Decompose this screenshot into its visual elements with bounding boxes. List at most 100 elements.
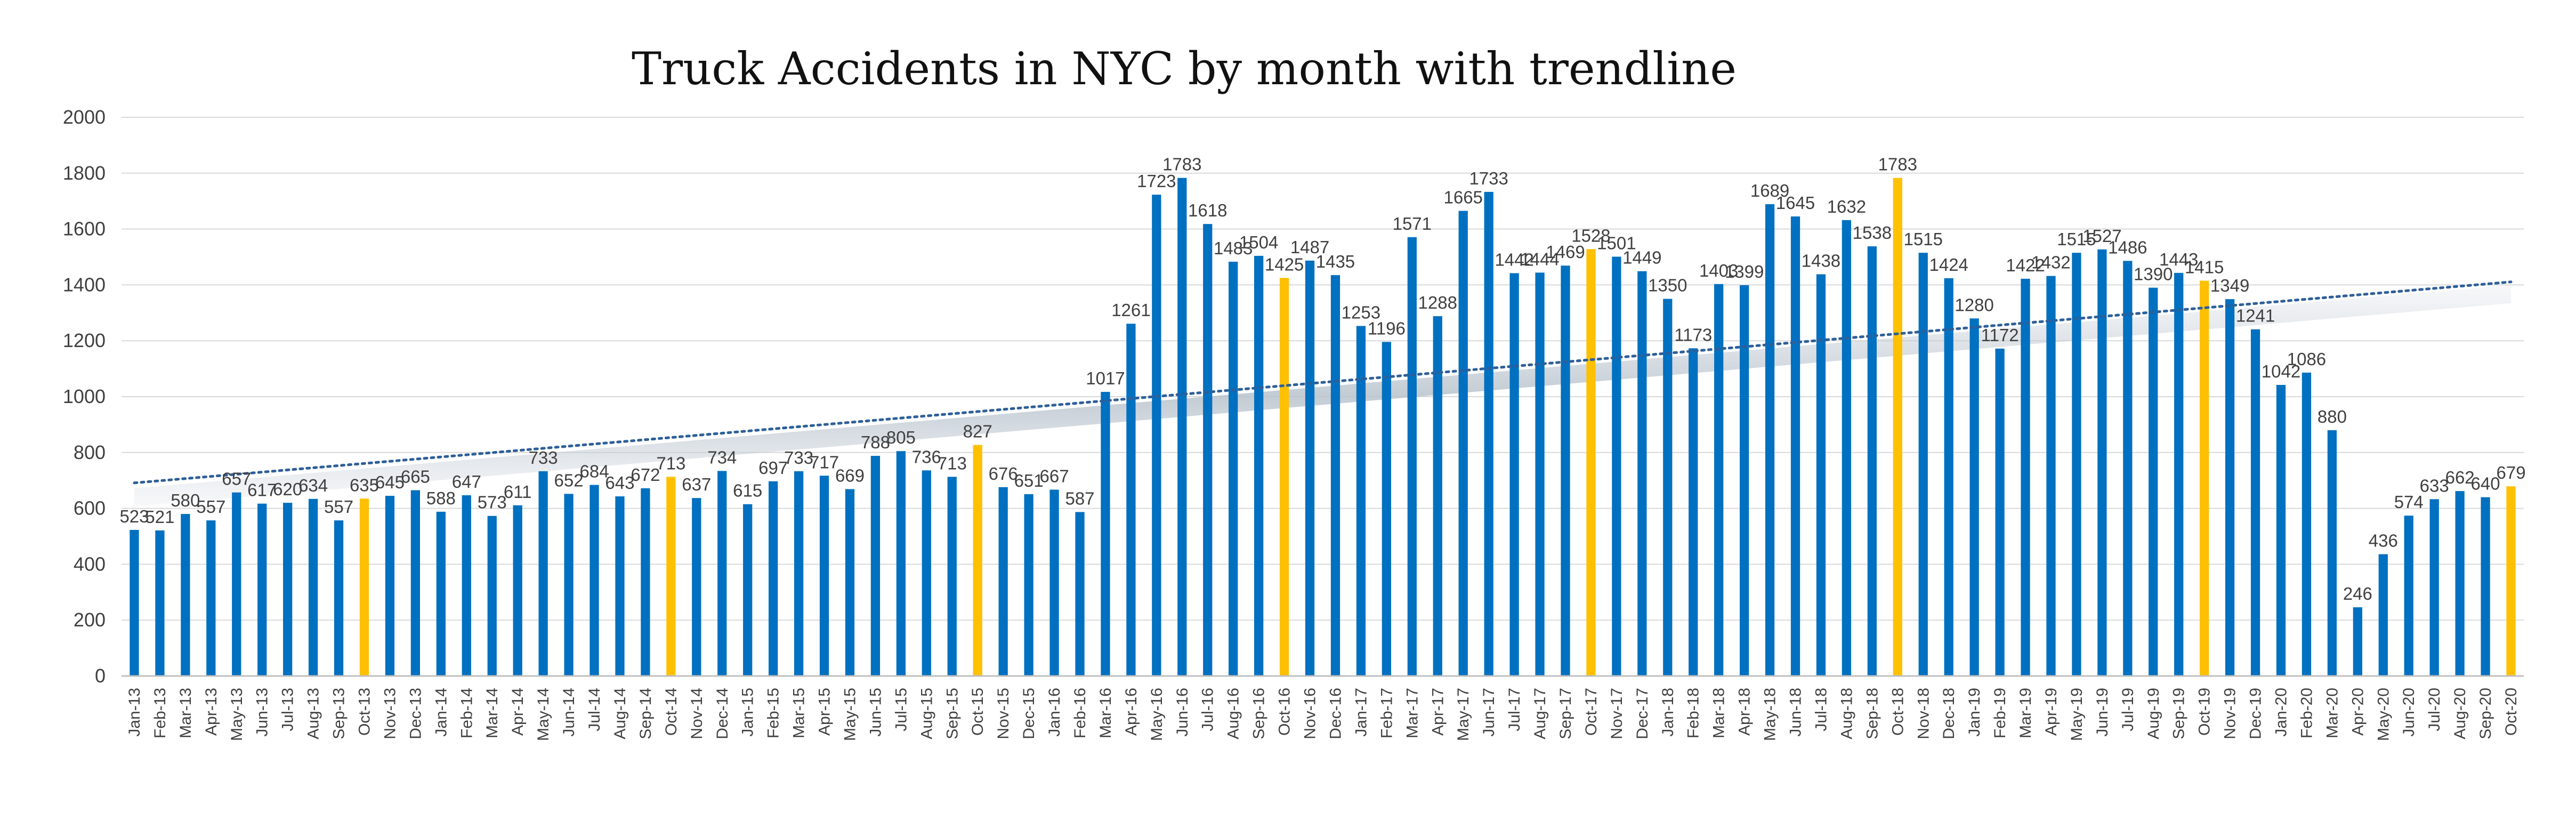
y-tick-label: 0 bbox=[95, 665, 106, 687]
bar bbox=[1893, 178, 1902, 676]
data-label: 1241 bbox=[2236, 306, 2275, 326]
y-tick-label: 1200 bbox=[63, 329, 106, 351]
y-tick-label: 1000 bbox=[63, 385, 106, 407]
bar bbox=[1305, 260, 1315, 676]
data-label: 1449 bbox=[1622, 248, 1661, 268]
x-tick-label: Jul-18 bbox=[1812, 688, 1830, 731]
x-tick-label: Feb-18 bbox=[1685, 688, 1702, 738]
data-label: 643 bbox=[605, 473, 634, 493]
x-tick-label: Apr-15 bbox=[816, 688, 834, 736]
bar bbox=[1739, 285, 1749, 676]
x-tick-label: Aug-13 bbox=[305, 688, 322, 739]
x-tick-label: Jul-15 bbox=[892, 688, 910, 731]
bar bbox=[743, 504, 753, 676]
data-label: 1017 bbox=[1086, 368, 1125, 388]
x-tick-label: Nov-17 bbox=[1608, 688, 1626, 739]
data-label: 587 bbox=[1065, 488, 1094, 508]
x-tick-label: Jul-19 bbox=[2119, 688, 2137, 731]
x-tick-label: Oct-19 bbox=[2196, 688, 2214, 736]
bar bbox=[462, 495, 471, 676]
bar bbox=[717, 471, 727, 676]
bar bbox=[1126, 324, 1136, 676]
bar bbox=[2302, 372, 2312, 676]
bar bbox=[257, 503, 267, 676]
x-tick-label: Aug-20 bbox=[2451, 688, 2469, 739]
bar bbox=[998, 487, 1008, 676]
x-tick-label: May-13 bbox=[228, 688, 246, 741]
x-tick-label: Mar-19 bbox=[2017, 688, 2034, 738]
bar bbox=[1561, 265, 1570, 676]
bar bbox=[2378, 554, 2388, 676]
x-tick-label: Aug-14 bbox=[611, 688, 629, 739]
data-label: 1261 bbox=[1111, 300, 1150, 320]
bar bbox=[334, 520, 344, 676]
bar bbox=[1203, 224, 1213, 677]
x-tick-label: Mar-18 bbox=[1710, 688, 1728, 738]
data-label: 615 bbox=[733, 481, 762, 501]
bar bbox=[2455, 491, 2465, 676]
y-tick-label: 200 bbox=[74, 609, 106, 631]
x-tick-label: Sep-15 bbox=[943, 688, 961, 739]
data-label: 573 bbox=[478, 493, 507, 512]
bar bbox=[896, 451, 906, 676]
data-label: 1415 bbox=[2185, 257, 2224, 277]
x-tick-label: Jul-17 bbox=[1506, 688, 1523, 731]
data-label: 1399 bbox=[1725, 262, 1764, 281]
x-tick-label: Mar-13 bbox=[177, 688, 195, 738]
bar bbox=[2021, 278, 2030, 676]
data-label: 611 bbox=[504, 482, 532, 502]
data-label: 580 bbox=[171, 490, 200, 510]
data-label: 1783 bbox=[1162, 155, 1201, 174]
x-tick-label: Dec-17 bbox=[1634, 688, 1651, 739]
x-tick-label: Jun-15 bbox=[867, 688, 884, 737]
data-label: 1444 bbox=[1520, 249, 1559, 269]
bar bbox=[1969, 318, 1979, 676]
bar bbox=[2276, 384, 2286, 676]
x-tick-label: Mar-20 bbox=[2323, 688, 2341, 738]
data-label: 1443 bbox=[2159, 249, 2198, 269]
bar bbox=[1049, 489, 1059, 676]
bar bbox=[1433, 316, 1442, 676]
x-tick-label: May-19 bbox=[2068, 688, 2086, 741]
x-tick-label: Nov-19 bbox=[2222, 688, 2239, 739]
data-label: 1280 bbox=[1955, 295, 1993, 315]
data-label: 633 bbox=[2420, 476, 2449, 495]
bar bbox=[666, 477, 676, 676]
x-tick-label: Sep-13 bbox=[330, 688, 348, 739]
data-label: 635 bbox=[350, 475, 379, 495]
data-label: 1515 bbox=[1904, 229, 1943, 249]
bar bbox=[794, 471, 804, 676]
bar bbox=[769, 481, 778, 676]
data-label: 1172 bbox=[1981, 325, 2019, 345]
x-tick-label: Aug-18 bbox=[1838, 688, 1855, 739]
data-label: 713 bbox=[656, 453, 685, 473]
data-label: 436 bbox=[2369, 531, 2398, 551]
bar bbox=[1765, 204, 1775, 676]
x-tick-label: Feb-20 bbox=[2298, 688, 2315, 738]
x-tick-label: Oct-16 bbox=[1276, 688, 1294, 736]
data-label: 657 bbox=[222, 469, 251, 489]
y-tick-label: 1400 bbox=[63, 273, 106, 295]
bar bbox=[1867, 246, 1877, 676]
data-label: 1422 bbox=[2006, 255, 2045, 275]
chart-title: Truck Accidents in NYC by month with tre… bbox=[632, 43, 1737, 95]
data-label: 1538 bbox=[1853, 223, 1892, 243]
bar bbox=[641, 488, 650, 676]
data-label: 1515 bbox=[2057, 229, 2096, 249]
data-label: 733 bbox=[529, 448, 558, 468]
data-label: 652 bbox=[554, 470, 584, 490]
x-tick-label: Nov-14 bbox=[688, 688, 706, 739]
data-label: 1689 bbox=[1750, 181, 1789, 200]
x-tick-label: Jun-19 bbox=[2094, 688, 2111, 737]
data-label: 880 bbox=[2317, 407, 2347, 426]
data-label: 1645 bbox=[1776, 193, 1815, 213]
bar bbox=[1816, 274, 1826, 676]
bar bbox=[359, 498, 369, 676]
x-tick-label: Nov-18 bbox=[1915, 688, 1932, 739]
x-tick-label: Aug-19 bbox=[2145, 688, 2162, 739]
bar bbox=[845, 489, 855, 676]
bar bbox=[308, 498, 318, 676]
x-tick-label: Mar-15 bbox=[790, 688, 808, 738]
bar bbox=[2225, 299, 2235, 676]
